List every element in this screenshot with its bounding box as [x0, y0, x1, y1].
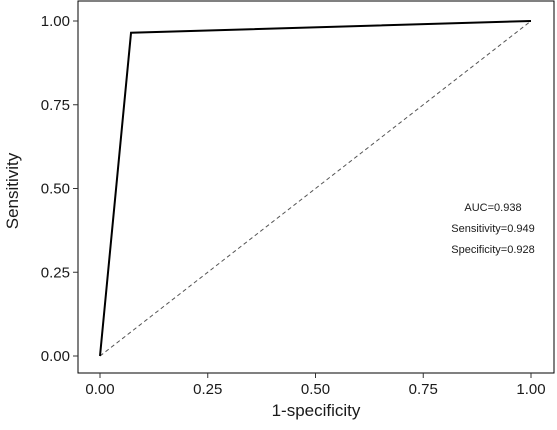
series-layer	[99, 20, 532, 357]
metric-annotation: AUC=0.938	[464, 202, 521, 214]
reference-layer	[99, 20, 532, 357]
x-tick-label: 0.75	[409, 381, 438, 398]
annotations: AUC=0.938 Sensitivity=0.949 Specificity=0.…	[451, 202, 534, 256]
x-tick-label: 0.00	[85, 381, 114, 398]
y-tick-label: 0.25	[41, 264, 70, 281]
y-axis-ticks: 0.00 0.25 0.50 0.75 1.00	[41, 13, 78, 365]
x-tick-label: 1.00	[516, 381, 545, 398]
metric-annotation: Sensitivity=0.949	[451, 223, 534, 235]
x-axis-title: 1-specificity	[272, 401, 361, 420]
roc-curve-line	[99, 20, 532, 357]
metric-annotation: Specificity=0.928	[451, 244, 534, 256]
x-axis-ticks: 0.00 0.25 0.50 0.75 1.00	[85, 373, 546, 398]
x-tick-label: 0.25	[193, 381, 222, 398]
reference-diagonal-line	[99, 20, 532, 357]
y-axis-title: Sensitivity	[3, 152, 22, 229]
y-tick-label: 1.00	[41, 13, 70, 30]
y-tick-label: 0.00	[41, 348, 70, 365]
x-tick-label: 0.50	[301, 381, 330, 398]
plot-panel-border	[77, 0, 555, 374]
y-tick-label: 0.50	[41, 181, 70, 198]
y-tick-label: 0.75	[41, 97, 70, 114]
